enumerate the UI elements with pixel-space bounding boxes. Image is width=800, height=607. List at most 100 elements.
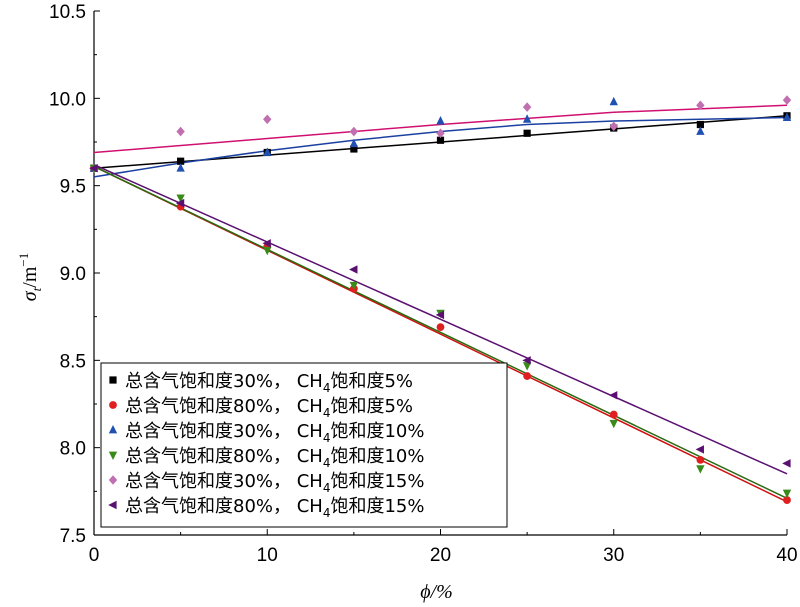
legend-label-subscript: 4 [323,456,331,470]
data-point-series-6 [175,198,185,208]
legend-label-part: 饱和度10% [330,446,424,467]
data-point-series-1 [177,157,185,165]
legend-label-part: 饱和度15% [330,471,424,492]
data-point-series-3 [436,116,445,125]
axes-layer: 7.5 8.0 8.5 9.0 9.5 10.0 10.5 0 10 20 30 40 [49,2,798,566]
y-axis-title-unit: /m [19,266,41,288]
data-point-series-6 [435,310,445,320]
data-point-series-5 [349,126,359,137]
legend-label-part: 饱和度5% [330,396,413,417]
legend-label-subscript: 4 [323,381,331,395]
fit-line-series-4 [93,165,788,499]
legend-label-series-1: 总含气饱和度30%， CH4饱和度5% [125,371,413,395]
x-tick-label: 0 [89,545,100,566]
fit-line-series-6 [93,164,788,475]
data-point-series-1 [436,136,445,144]
legend-marker-series-6 [108,500,117,510]
legend-label-series-6: 总含气饱和度80%， CH4饱和度15% [125,496,425,520]
legend-label-part: 总含气饱和度80%， CH [125,496,323,517]
data-point-series-3 [696,126,705,135]
y-tick-label: 7.5 [60,526,86,547]
data-point-series-6 [522,356,531,365]
data-point-series-6 [608,391,618,400]
data-point-series-3 [782,112,792,121]
data-point-series-6 [349,265,358,274]
data-point-series-2 [783,496,791,504]
legend-marker-series-5 [108,475,118,485]
fit-line-series-3 [93,116,788,178]
y-tick-label: 8.5 [60,351,86,372]
axis-labels: ϕ/% σt/m−1 [16,253,453,603]
data-point-series-3 [349,138,359,148]
legend-label-part: 饱和度5% [330,371,413,392]
data-point-series-6 [89,164,98,173]
data-point-series-5 [522,102,532,112]
data-point-series-1 [350,145,358,153]
y-tick-label: 10.0 [49,89,86,110]
legend-label-part: 饱和度10% [330,421,424,442]
data-point-series-6 [262,239,271,248]
legend-label-subscript: 4 [323,431,331,445]
legend-label-part: 总含气饱和度30%， CH [125,421,323,442]
data-points [89,95,792,504]
legend-marker-series-4 [108,451,118,460]
legend-label-part: 总含气饱和度30%， CH [125,471,323,492]
data-point-series-4 [782,489,792,499]
data-point-series-6 [782,459,791,468]
data-point-series-1 [523,129,531,137]
y-tick-label: 9.0 [60,264,86,285]
data-point-series-2 [696,455,705,464]
data-point-series-4 [176,194,185,203]
legend-label-series-4: 总含气饱和度80%， CH4饱和度10% [125,446,425,470]
data-point-series-6 [695,445,704,454]
legend-label-part: 饱和度15% [330,496,424,517]
y-tick-label: 10.5 [49,2,86,23]
legend-label-series-5: 总含气饱和度30%， CH4饱和度15% [125,471,425,495]
legend-label-subscript: 4 [323,481,331,495]
legend-box [100,362,508,528]
data-point-series-4 [349,281,359,291]
data-point-series-5 [176,126,185,137]
data-point-series-1 [696,120,704,129]
data-point-series-3 [609,96,618,106]
data-point-series-3 [176,163,185,172]
legend-label-part: 总含气饱和度30%， CH [125,371,323,392]
data-point-series-5 [782,95,792,105]
data-point-series-5 [609,121,618,132]
y-tick-label: 9.5 [60,177,86,198]
legend-marker-series-1 [109,376,117,384]
x-axis-title: ϕ/% [420,581,453,603]
legend-marker-series-2 [109,401,117,409]
data-point-series-2 [609,410,618,419]
data-point-series-4 [522,362,532,371]
legend-label-part: 总含气饱和度80%， CH [125,446,323,467]
legend: 总含气饱和度30%， CH4饱和度5%总含气饱和度80%， CH4饱和度5%总含… [100,362,508,528]
y-axis-title-subscript: t [29,287,44,291]
x-tick-label: 10 [257,545,278,566]
y-axis-title: σt/m−1 [16,253,44,301]
y-axis-title-symbol: σ [19,290,41,301]
data-point-series-2 [436,323,445,332]
data-point-series-4 [263,246,272,256]
fit-line-series-5 [93,104,788,154]
legend-label-series-3: 总含气饱和度30%， CH4饱和度10% [125,421,425,445]
legend-label-series-2: 总含气饱和度80%， CH4饱和度5% [125,396,413,420]
data-point-series-4 [609,419,618,429]
y-tick-label: 8.0 [60,439,86,460]
x-tick-label: 40 [776,545,797,566]
x-tick-label: 30 [603,545,624,566]
legend-label-subscript: 4 [323,406,331,420]
data-point-series-4 [696,465,705,474]
data-point-series-2 [523,372,532,380]
legend-label-subscript: 4 [323,506,331,520]
data-point-series-5 [263,114,272,125]
legend-label-part: 总含气饱和度80%， CH [125,396,323,417]
data-point-series-5 [436,128,445,139]
data-point-series-3 [263,147,272,156]
data-point-series-3 [522,114,532,123]
x-tick-label: 20 [430,545,451,566]
data-point-series-5 [696,100,705,111]
legend-marker-series-3 [108,425,118,434]
y-axis-title-superscript: −1 [16,253,31,267]
